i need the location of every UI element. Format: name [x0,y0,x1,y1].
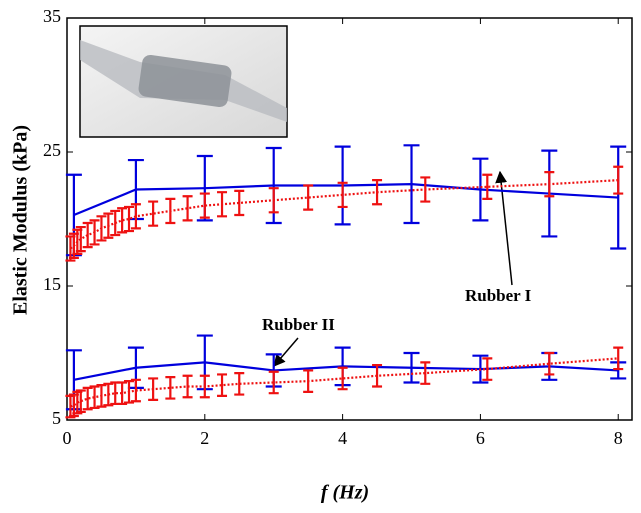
error-bar [420,361,431,385]
x-tick-label: 2 [200,428,209,448]
error-bar [110,209,121,237]
annotation-arrow [273,337,299,367]
error-bar [148,377,159,401]
error-bar [372,179,383,206]
x-tick-label: 8 [614,428,623,448]
error-bar [130,203,141,230]
error-bar [544,171,555,198]
error-bar [75,225,86,253]
error-bar [337,181,348,209]
y-tick-label: 15 [43,274,61,294]
annotation-arrow [495,170,513,286]
x-axis-label: f (Hz) [321,482,369,504]
error-bar [130,378,141,403]
inset-photo [79,25,288,138]
series-line [73,183,619,216]
annotation: Rubber I [465,286,532,305]
error-bar [82,221,93,249]
error-bar [217,373,228,397]
error-bar [613,165,624,195]
error-bar [403,144,420,225]
error-bar [217,191,228,218]
error-bar [337,366,348,391]
error-bar [103,382,114,407]
error-bar [199,374,210,399]
y-tick-label: 5 [52,408,61,428]
error-bar [420,176,431,203]
series-line [69,179,619,250]
error-bar [182,195,193,222]
annotation: Rubber II [262,315,335,334]
error-bar [165,197,176,225]
x-tick-label: 4 [338,428,347,448]
error-bar [96,384,107,408]
x-tick-label: 6 [476,428,485,448]
error-bar [613,346,624,371]
series-line [70,357,619,408]
y-axis-label: Elastic Modulus (kPa) [10,125,32,315]
error-bar [117,207,128,234]
y-tick-label: 35 [43,6,61,26]
error-bar [117,381,128,406]
error-bar [372,363,383,388]
error-bar [303,369,314,393]
plot-frame [66,17,633,421]
error-bar [544,351,555,376]
error-bar [268,187,279,214]
error-bar [234,189,245,217]
error-bar [89,385,100,410]
error-bar [303,184,314,211]
error-bar [403,351,420,384]
error-bar [472,157,489,222]
y-tick-label: 25 [43,140,61,160]
error-bar [103,212,114,239]
error-bar [124,205,135,233]
error-bar [110,381,121,406]
error-bar [199,192,210,219]
error-bar [82,386,93,411]
x-tick-label: 0 [63,428,72,448]
error-bar [96,215,107,242]
error-bar [482,173,493,200]
error-bar [182,374,193,399]
error-bar [610,145,627,250]
error-bar [75,389,86,414]
error-bar [268,370,279,395]
error-bar [124,380,135,404]
error-bar [234,372,245,396]
error-bar [165,376,176,400]
error-bar [89,219,100,246]
error-bar [148,200,159,227]
error-bar [482,357,493,381]
